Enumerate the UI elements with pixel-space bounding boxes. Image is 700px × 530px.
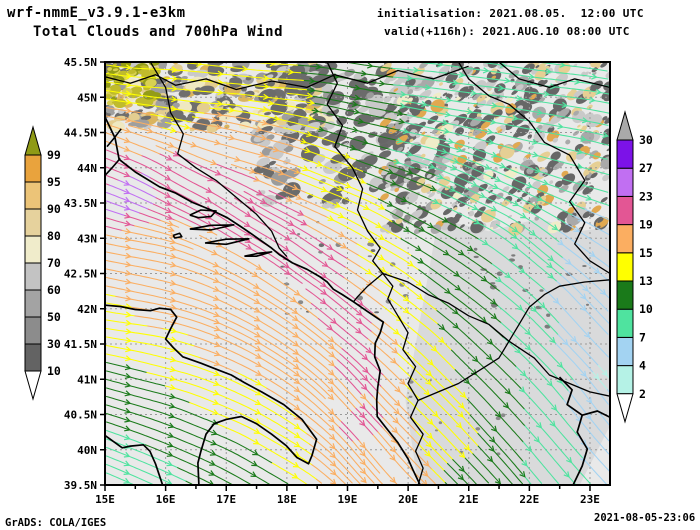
lon-tick-label: 15E [95,493,115,506]
colorbar-arrow-down [616,393,634,424]
lat-tick-label: 42N [77,303,97,316]
lon-tick-label: 23E [580,493,600,506]
cloud-sheet [405,218,610,485]
lat-tick-label: 43N [77,232,97,245]
cloud-colorbar-label: 50 [47,310,61,324]
cloud-colorbar-label: 95 [47,175,61,189]
colorbar-arrow-down [24,370,42,401]
cloud-colorbar-label: 90 [47,202,61,216]
cloud-colorbar-label: 60 [47,283,61,297]
wind-colorbar-label: 7 [639,330,646,344]
wind-colorbar-label: 27 [639,161,653,175]
lat-tick-label: 40N [77,444,97,457]
wind-colorbar-label: 30 [639,133,653,147]
cloud-colorbar-label: 30 [47,337,61,351]
lon-tick-label: 21E [459,493,479,506]
lat-tick-label: 40.5N [64,409,97,422]
colorbar-arrow-up [24,125,42,156]
axes: 45.5N 45N 44.5N 44N 43.5N 43N 42.5N 42N 41.5N 41N… [64,56,600,506]
wind-colorbar-label: 23 [639,189,653,203]
lat-tick-label: 41.5N [64,338,97,351]
wind-colorbar-label: 15 [639,246,653,260]
cloud-colorbar-label: 99 [47,148,61,162]
lat-tick-label: 44N [77,162,97,175]
wind-colorbar-label: 2 [639,387,646,401]
lat-tick-label: 45.5N [64,56,97,69]
cloud-colorbar-label: 10 [47,364,61,378]
lat-tick-label: 39.5N [64,479,97,492]
map-inner [105,62,610,485]
wind-colorbar-label: 10 [639,302,653,316]
creation-timestamp: 2021-08-05-23:06 [594,512,696,524]
lat-tick-label: 43.5N [64,197,97,210]
colorbar-arrow-up [616,110,634,141]
valid-time: valid(+116h): 2021.AUG.10 08:00 UTC [384,25,630,38]
cloud-colorbar: 10 30 50 60 70 80 90 95 99 [24,125,61,401]
wind-colorbar-label: 13 [639,274,653,288]
wind-colorbar: 2 4 7 10 13 15 19 23 27 30 [616,110,653,424]
islands [105,128,273,257]
lon-tick-label: 19E [338,493,358,506]
wind-colorbar-label: 19 [639,218,653,232]
lon-tick-label: 18E [277,493,297,506]
lat-tick-label: 41N [77,373,97,386]
wind-colorbar-label: 4 [639,359,646,373]
lat-tick-label: 45N [77,91,97,104]
lon-tick-label: 20E [398,493,418,506]
model-name: wrf-nmmE_v3.9.1-e3km [7,5,186,21]
initialisation-time: initialisation: 2021.08.05. 12:00 UTC [377,7,644,20]
cloud-colorbar-label: 80 [47,229,61,243]
lat-tick-label: 44.5N [64,127,97,140]
lon-tick-label: 22E [519,493,539,506]
country-borders [105,62,610,485]
coastlines [105,116,610,485]
lon-tick-label: 17E [216,493,236,506]
grads-credit: GrADS: COLA/IGES [5,517,107,529]
cloud-colorbar-label: 70 [47,256,61,270]
chart-title: Total Clouds and 700hPa Wind [33,24,284,40]
lat-tick-label: 42.5N [64,268,97,281]
lon-tick-label: 16E [156,493,176,506]
